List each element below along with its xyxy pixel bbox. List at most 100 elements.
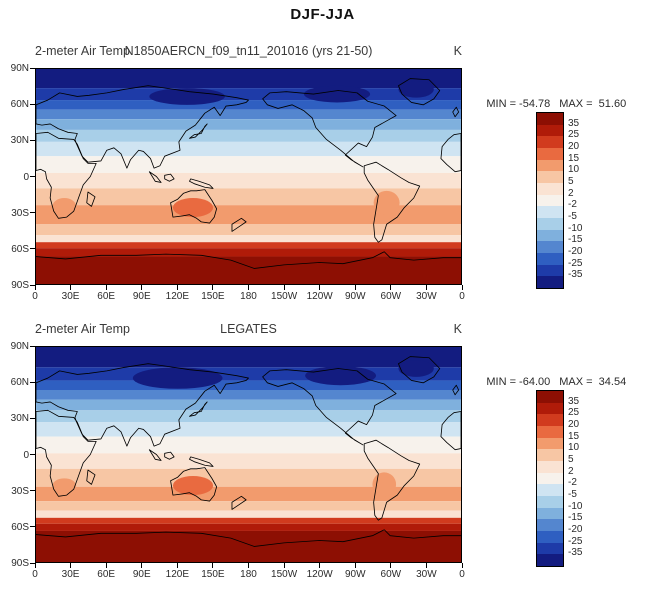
lon-tick-label: 150W bbox=[271, 569, 298, 580]
lat-axis-ticks bbox=[30, 67, 35, 286]
colorbar-segment bbox=[537, 554, 563, 567]
colorbar-segment bbox=[537, 253, 563, 265]
lon-tick bbox=[425, 563, 427, 568]
variable-title: 2-meter Air Temp bbox=[35, 44, 130, 58]
contour-band bbox=[36, 468, 461, 487]
colorbar-tick-label: 5 bbox=[568, 176, 574, 187]
contour-band bbox=[36, 188, 461, 206]
lon-tick bbox=[425, 285, 427, 290]
lon-tick bbox=[461, 563, 463, 568]
contour-bands bbox=[36, 69, 461, 284]
lat-tick bbox=[30, 67, 35, 69]
colorbar-segment bbox=[537, 472, 563, 485]
lon-tick bbox=[34, 285, 36, 290]
colorbar-segment bbox=[537, 507, 563, 520]
contour-band bbox=[36, 224, 461, 236]
lat-tick bbox=[30, 212, 35, 214]
contour-band bbox=[36, 100, 461, 110]
map-frame bbox=[35, 346, 462, 563]
colorbar-segment bbox=[537, 136, 563, 149]
anomaly-patch bbox=[149, 88, 225, 105]
lon-tick-label: 30W bbox=[416, 569, 437, 580]
anomaly-patch bbox=[172, 476, 214, 496]
lon-tick bbox=[212, 285, 214, 290]
colorbar-segment bbox=[537, 519, 563, 532]
lat-tick-label: 60N bbox=[10, 377, 29, 389]
anomaly-patch bbox=[132, 367, 223, 389]
lat-tick bbox=[30, 526, 35, 528]
colorbar bbox=[536, 112, 564, 289]
colorbar-segment bbox=[537, 484, 563, 497]
colorbar-tick-label: 2 bbox=[568, 465, 574, 477]
lat-tick-label: 60S bbox=[11, 243, 29, 255]
colorbar-segment bbox=[537, 264, 563, 277]
lon-tick-label: 0 bbox=[32, 291, 38, 302]
lon-tick bbox=[176, 285, 178, 290]
lon-tick-label: 0 bbox=[459, 569, 465, 580]
map-canvas bbox=[36, 347, 461, 562]
max-value: MAX = 34.54 bbox=[559, 376, 627, 388]
lat-tick-label: 0 bbox=[23, 449, 29, 461]
lon-tick-label: 120E bbox=[165, 569, 190, 580]
anomaly-patch bbox=[398, 360, 434, 377]
colorbar-tick-label: -5 bbox=[568, 489, 577, 500]
colorbar-segment bbox=[537, 449, 563, 462]
lon-tick-label: 150W bbox=[271, 291, 298, 302]
colorbar-segment bbox=[537, 148, 563, 160]
contour-band bbox=[36, 119, 461, 130]
lat-tick-label: 60S bbox=[11, 521, 29, 533]
lon-tick-label: 90W bbox=[344, 291, 366, 302]
lon-tick-label: 0 bbox=[459, 291, 465, 302]
lon-tick-label: 30E bbox=[61, 569, 80, 580]
colorbar-segment bbox=[537, 171, 563, 184]
colorbar-tick-label: 25 bbox=[568, 407, 580, 419]
anomaly-patch bbox=[172, 198, 214, 218]
minmax-readout: MIN = -54.78 MAX = 51.60 bbox=[468, 86, 643, 122]
case-title: LEGATES bbox=[220, 322, 277, 336]
colorbar-segment bbox=[537, 124, 563, 137]
lat-tick bbox=[30, 490, 35, 492]
lon-tick-label: 30E bbox=[61, 291, 80, 302]
contour-band bbox=[36, 410, 461, 423]
contour-band bbox=[36, 486, 461, 502]
colorbar-tick-label: 35 bbox=[568, 117, 580, 129]
colorbar-tick-label: -35 bbox=[568, 547, 583, 559]
lat-tick bbox=[30, 381, 35, 383]
lat-axis-ticks bbox=[30, 345, 35, 564]
map-canvas bbox=[36, 69, 461, 284]
contour-band bbox=[36, 390, 461, 400]
units-label: K bbox=[453, 44, 462, 58]
contour-bands bbox=[36, 347, 461, 562]
lat-tick bbox=[30, 103, 35, 105]
lon-tick-label: 60E bbox=[97, 569, 116, 580]
lon-tick-label: 120E bbox=[165, 291, 190, 302]
lat-tick-label: 0 bbox=[23, 171, 29, 183]
colorbar-segment bbox=[537, 542, 563, 555]
colorbar-tick-label: -20 bbox=[568, 246, 583, 257]
lat-tick bbox=[30, 284, 35, 286]
minmax-readout: MIN = -64.00 MAX = 34.54 bbox=[468, 364, 643, 400]
colorbar-tick-label: -5 bbox=[568, 211, 577, 222]
units-label: K bbox=[453, 322, 462, 336]
lat-tick-label: 90S bbox=[11, 558, 29, 569]
lat-tick-label: 90S bbox=[11, 280, 29, 291]
anomaly-patches bbox=[52, 80, 434, 218]
contour-band bbox=[36, 109, 461, 120]
lon-tick bbox=[212, 563, 214, 568]
lon-tick bbox=[105, 563, 107, 568]
anomaly-patch bbox=[52, 478, 77, 493]
contour-band bbox=[36, 235, 461, 243]
lon-tick bbox=[461, 285, 463, 290]
colorbar-segment bbox=[537, 426, 563, 438]
anomaly-patch bbox=[398, 80, 434, 98]
min-value: MIN = -64.00 bbox=[486, 376, 551, 388]
lon-axis-ticks bbox=[34, 285, 463, 290]
lat-tick-label: 30S bbox=[11, 207, 29, 219]
colorbar-tick-label: 10 bbox=[568, 164, 580, 176]
lon-tick bbox=[70, 563, 72, 568]
lon-tick bbox=[354, 563, 356, 568]
lat-tick bbox=[30, 139, 35, 141]
contour-band bbox=[36, 256, 461, 284]
colorbar-tick-label: -2 bbox=[568, 199, 577, 211]
colorbar-segment bbox=[537, 414, 563, 427]
